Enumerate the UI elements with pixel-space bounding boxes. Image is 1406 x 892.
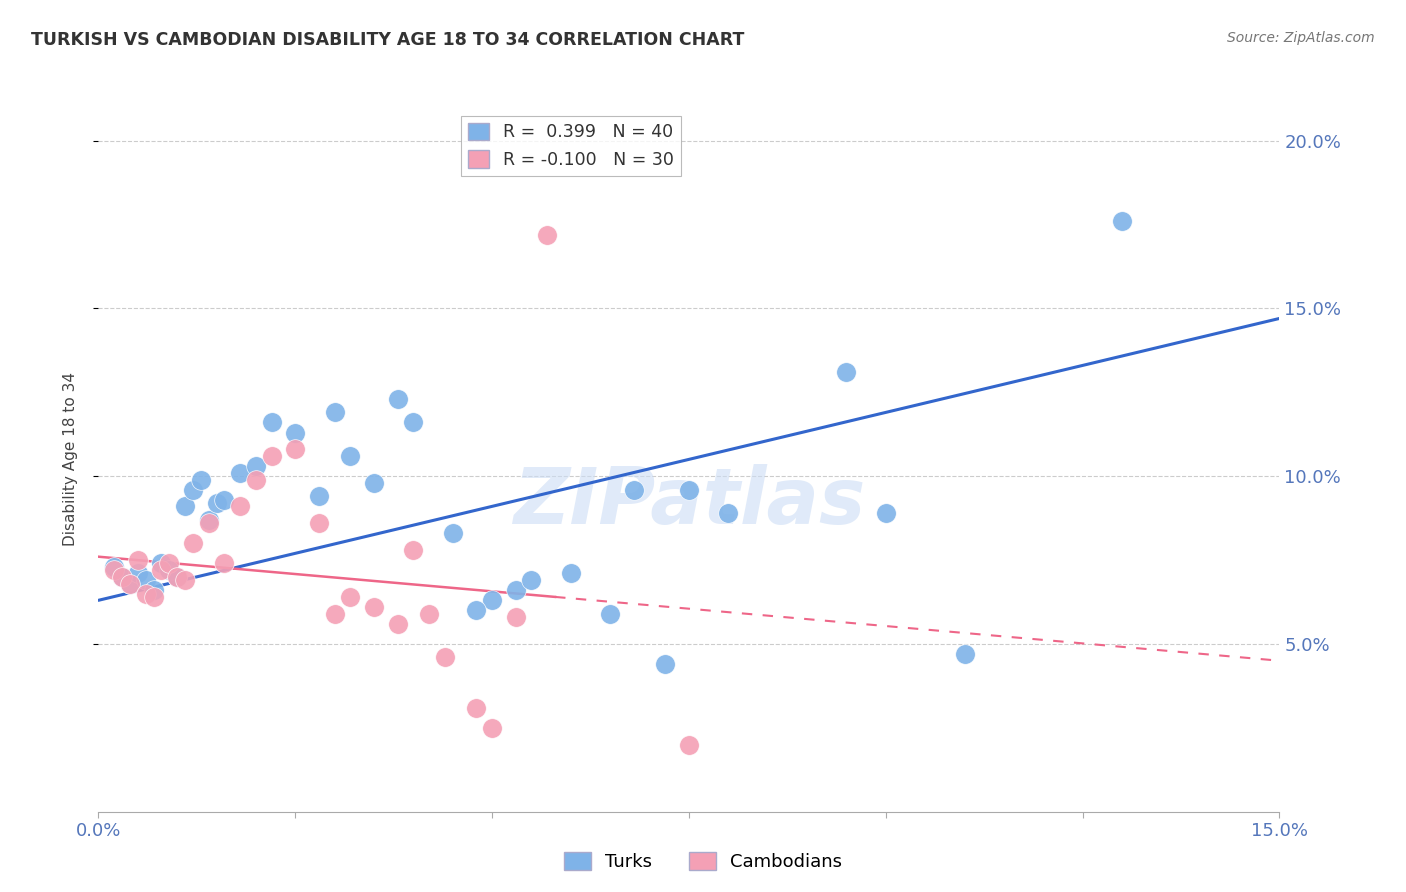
Point <box>465 603 488 617</box>
Point <box>142 583 165 598</box>
Y-axis label: Disability Age 18 to 34: Disability Age 18 to 34 <box>63 372 77 547</box>
Point <box>284 425 307 440</box>
Point <box>197 513 219 527</box>
Point <box>245 459 267 474</box>
Point <box>166 570 188 584</box>
Point <box>402 543 425 558</box>
Point <box>308 516 330 530</box>
Point <box>111 570 134 584</box>
Legend: R =  0.399   N = 40, R = -0.100   N = 30: R = 0.399 N = 40, R = -0.100 N = 30 <box>461 116 681 176</box>
Point <box>135 573 157 587</box>
Point <box>103 559 125 574</box>
Point <box>363 475 385 490</box>
Point <box>135 586 157 600</box>
Point <box>157 563 180 577</box>
Point <box>465 700 488 714</box>
Point <box>418 607 440 621</box>
Point <box>678 738 700 752</box>
Point <box>284 442 307 457</box>
Point <box>229 500 252 514</box>
Point <box>174 500 197 514</box>
Point <box>875 506 897 520</box>
Point <box>245 473 267 487</box>
Text: ZIPatlas: ZIPatlas <box>513 464 865 540</box>
Point <box>599 607 621 621</box>
Point <box>157 557 180 571</box>
Point <box>260 416 283 430</box>
Point <box>481 593 503 607</box>
Text: TURKISH VS CAMBODIAN DISABILITY AGE 18 TO 34 CORRELATION CHART: TURKISH VS CAMBODIAN DISABILITY AGE 18 T… <box>31 31 744 49</box>
Point <box>229 466 252 480</box>
Point <box>308 489 330 503</box>
Point <box>433 650 456 665</box>
Point <box>387 392 409 406</box>
Point <box>103 563 125 577</box>
Point <box>402 416 425 430</box>
Point <box>1111 214 1133 228</box>
Point <box>678 483 700 497</box>
Point <box>181 483 204 497</box>
Point <box>654 657 676 671</box>
Point <box>835 365 858 379</box>
Point <box>339 449 361 463</box>
Point <box>323 405 346 419</box>
Point <box>181 536 204 550</box>
Point <box>197 516 219 530</box>
Point <box>536 227 558 242</box>
Point <box>166 570 188 584</box>
Point <box>623 483 645 497</box>
Point <box>190 473 212 487</box>
Point <box>127 553 149 567</box>
Point <box>118 576 141 591</box>
Point <box>387 616 409 631</box>
Point <box>118 576 141 591</box>
Point <box>441 526 464 541</box>
Point <box>127 566 149 581</box>
Point <box>111 570 134 584</box>
Point <box>323 607 346 621</box>
Point <box>505 583 527 598</box>
Point <box>505 610 527 624</box>
Point <box>260 449 283 463</box>
Point <box>717 506 740 520</box>
Point <box>205 496 228 510</box>
Point <box>150 563 173 577</box>
Point <box>560 566 582 581</box>
Point <box>150 557 173 571</box>
Point <box>481 721 503 735</box>
Point <box>214 492 236 507</box>
Point <box>142 590 165 604</box>
Point <box>339 590 361 604</box>
Point <box>214 557 236 571</box>
Point <box>174 573 197 587</box>
Point <box>520 573 543 587</box>
Text: Source: ZipAtlas.com: Source: ZipAtlas.com <box>1227 31 1375 45</box>
Point <box>953 647 976 661</box>
Legend: Turks, Cambodians: Turks, Cambodians <box>557 845 849 879</box>
Point <box>363 600 385 615</box>
